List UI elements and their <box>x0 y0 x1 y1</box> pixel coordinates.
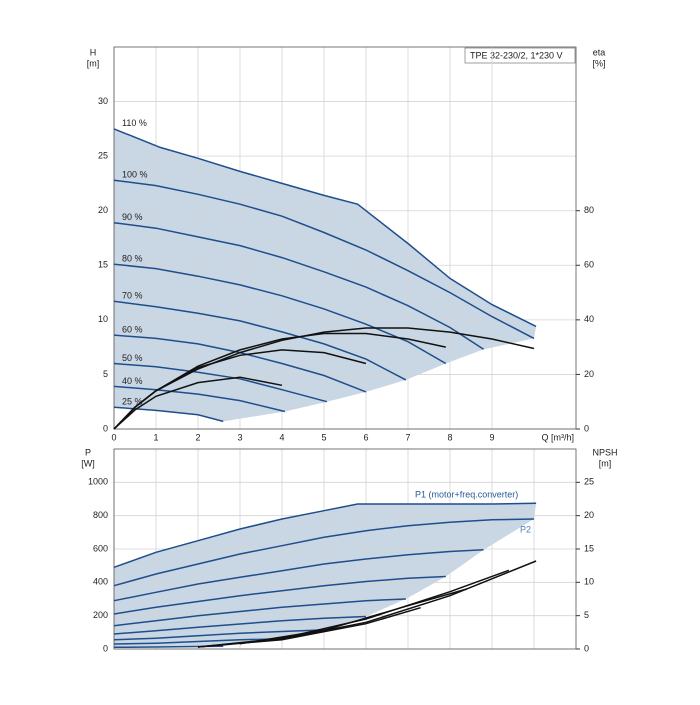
y2-tick-label: 20 <box>584 369 594 379</box>
y-tick-label: 1000 <box>88 477 108 487</box>
y2-tick-label: 40 <box>584 314 594 324</box>
y2-axis-unit: [m] <box>599 458 612 468</box>
y-axis-unit: [W] <box>81 458 95 468</box>
y2-axis-unit: [%] <box>592 58 605 68</box>
x-tick-label: 4 <box>279 432 284 442</box>
y-tick-label: 0 <box>103 423 108 433</box>
curve <box>113 637 285 645</box>
secondary-curve <box>113 376 283 430</box>
y-tick-label: 0 <box>103 643 108 653</box>
x-axis-label: Q [m³/h] <box>541 432 574 442</box>
y-tick-label: 5 <box>103 369 108 379</box>
curve <box>113 300 407 381</box>
curve <box>113 179 535 340</box>
y2-tick-label: 0 <box>584 423 589 433</box>
curve <box>113 128 537 328</box>
curve <box>113 502 537 569</box>
y-tick-label: 600 <box>93 543 108 553</box>
curve-label: 80 % <box>122 254 143 264</box>
curve <box>113 598 406 627</box>
secondary-curve <box>197 606 421 648</box>
secondary-curve <box>113 349 367 430</box>
y-tick-label: 400 <box>93 577 108 587</box>
curve-label: 25 % <box>122 397 143 407</box>
y-tick-label: 10 <box>98 314 108 324</box>
secondary-curve <box>239 588 468 645</box>
curve-label: 60 % <box>122 325 143 335</box>
y2-tick-label: 5 <box>584 610 589 620</box>
chart-title: TPE 32-230/2, 1*230 V <box>470 50 563 60</box>
curve <box>113 263 447 365</box>
curve <box>113 629 327 641</box>
x-tick-label: 8 <box>447 432 452 442</box>
y2-tick-label: 0 <box>584 643 589 653</box>
annotation: P1 (motor+freq.converter) <box>415 489 518 499</box>
y2-tick-label: 10 <box>584 577 594 587</box>
curve-label: 40 % <box>122 376 143 386</box>
y-axis-label: H <box>90 47 97 57</box>
x-tick-label: 3 <box>237 432 242 442</box>
curve <box>113 362 328 403</box>
y2-tick-label: 25 <box>584 477 594 487</box>
title-box <box>464 47 576 64</box>
curve <box>113 549 484 602</box>
operating-envelope <box>114 503 537 648</box>
curve <box>113 615 367 635</box>
y2-tick-label: 20 <box>584 510 594 520</box>
y-tick-label: 15 <box>98 260 108 270</box>
plot-frame <box>113 46 577 430</box>
y2-tick-label: 15 <box>584 543 594 553</box>
curve-label: 100 % <box>122 170 148 180</box>
y2-axis-label: eta <box>593 47 606 57</box>
curve <box>113 406 224 423</box>
plot-frame <box>113 448 577 650</box>
x-tick-label: 9 <box>489 432 494 442</box>
curve-label: 50 % <box>122 353 143 363</box>
annotation: P2 <box>520 524 531 534</box>
y-axis-unit: [m] <box>87 58 100 68</box>
curve <box>113 385 286 413</box>
curve <box>113 518 535 587</box>
curve <box>113 575 446 615</box>
x-tick-label: 6 <box>363 432 368 442</box>
x-tick-label: 0 <box>111 432 116 442</box>
x-tick-label: 5 <box>321 432 326 442</box>
curve-label: 70 % <box>122 291 143 301</box>
x-tick-label: 1 <box>153 432 158 442</box>
y2-axis-label: NPSH <box>592 447 617 457</box>
y-tick-label: 200 <box>93 610 108 620</box>
y-tick-label: 30 <box>98 96 108 106</box>
y-tick-label: 800 <box>93 510 108 520</box>
curve-label: 110 % <box>122 118 147 128</box>
y-tick-label: 25 <box>98 151 108 161</box>
y2-tick-label: 60 <box>584 260 594 270</box>
x-tick-label: 2 <box>195 432 200 442</box>
curve <box>113 221 485 350</box>
curve-label: 90 % <box>122 212 143 222</box>
x-tick-label: 7 <box>405 432 410 442</box>
y2-tick-label: 80 <box>584 205 594 215</box>
y-tick-label: 20 <box>98 205 108 215</box>
y-axis-label: P <box>85 447 91 457</box>
